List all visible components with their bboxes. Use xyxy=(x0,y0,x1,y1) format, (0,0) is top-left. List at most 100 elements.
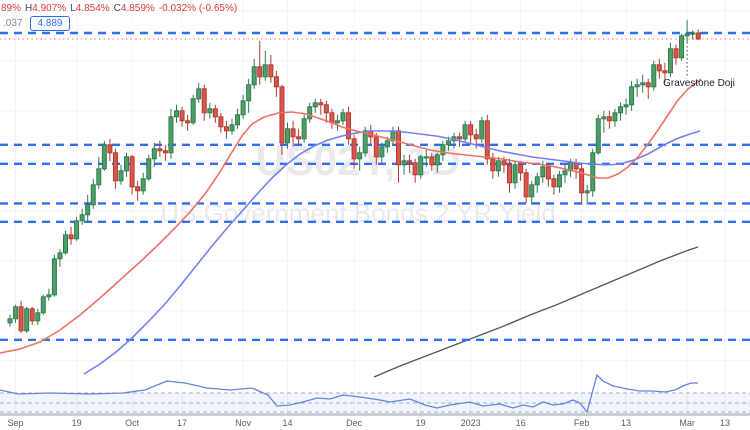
candle-body[interactable] xyxy=(357,152,363,160)
candle-body[interactable] xyxy=(606,116,612,122)
candle-body[interactable] xyxy=(590,152,596,192)
candle-body[interactable] xyxy=(429,156,435,166)
candle-body[interactable] xyxy=(457,136,463,140)
candle-body[interactable] xyxy=(518,164,524,174)
candle-body[interactable] xyxy=(168,116,174,154)
candle-body[interactable] xyxy=(695,32,701,40)
candle-body[interactable] xyxy=(124,156,130,172)
candle-body[interactable] xyxy=(351,138,357,160)
candle-body[interactable] xyxy=(296,136,302,140)
candle-body[interactable] xyxy=(162,150,168,154)
candle-body[interactable] xyxy=(362,130,368,154)
candle-body[interactable] xyxy=(412,162,418,176)
candle-body[interactable] xyxy=(196,88,202,100)
candle-body[interactable] xyxy=(301,118,307,140)
candle-body[interactable] xyxy=(618,106,623,114)
candle-body[interactable] xyxy=(384,140,390,148)
candle-body[interactable] xyxy=(279,86,285,144)
candle-body[interactable] xyxy=(107,144,113,154)
candle-body[interactable] xyxy=(529,184,535,198)
candle-body[interactable] xyxy=(35,312,41,322)
candle-body[interactable] xyxy=(74,220,80,240)
candle-body[interactable] xyxy=(656,64,662,72)
candle-body[interactable] xyxy=(540,166,546,178)
candle-body[interactable] xyxy=(96,168,102,186)
candle-body[interactable] xyxy=(151,148,157,160)
candle-body[interactable] xyxy=(290,128,296,138)
candle-body[interactable] xyxy=(129,156,135,188)
candle-body[interactable] xyxy=(396,130,401,166)
candle-body[interactable] xyxy=(601,116,607,120)
candle-body[interactable] xyxy=(118,170,124,182)
candle-body[interactable] xyxy=(90,184,96,206)
candle-body[interactable] xyxy=(379,146,385,158)
candle-body[interactable] xyxy=(257,66,263,78)
candle-body[interactable] xyxy=(190,98,196,124)
candle-body[interactable] xyxy=(667,48,673,74)
candle-body[interactable] xyxy=(312,102,318,108)
candle-body[interactable] xyxy=(185,120,191,124)
candle-body[interactable] xyxy=(46,294,52,298)
candle-body[interactable] xyxy=(40,296,46,314)
candle-body[interactable] xyxy=(13,306,19,320)
candle-body[interactable] xyxy=(423,156,429,159)
candle-body[interactable] xyxy=(79,214,85,222)
candle-body[interactable] xyxy=(268,64,274,78)
candle-body[interactable] xyxy=(556,174,562,188)
candle-body[interactable] xyxy=(174,110,179,118)
candle-body[interactable] xyxy=(662,70,668,74)
candle-body[interactable] xyxy=(346,112,352,140)
candle-body[interactable] xyxy=(251,66,257,86)
candle-body[interactable] xyxy=(473,134,479,140)
candle-body[interactable] xyxy=(285,128,290,144)
candle-body[interactable] xyxy=(207,108,213,114)
pane-separator[interactable] xyxy=(0,413,750,416)
candle-body[interactable] xyxy=(235,114,241,126)
candle-body[interactable] xyxy=(690,32,696,35)
candle-body[interactable] xyxy=(212,108,218,118)
candle-body[interactable] xyxy=(273,76,279,88)
candle-body[interactable] xyxy=(645,82,651,88)
candle-body[interactable] xyxy=(562,170,568,176)
candle-body[interactable] xyxy=(218,116,224,128)
candle-body[interactable] xyxy=(407,160,413,164)
candle-body[interactable] xyxy=(484,120,490,160)
candle-body[interactable] xyxy=(240,100,246,116)
candle-body[interactable] xyxy=(629,86,635,106)
candle-body[interactable] xyxy=(101,144,107,170)
candle-body[interactable] xyxy=(551,178,557,188)
candle-body[interactable] xyxy=(18,306,24,332)
level-price-label[interactable]: 4.889 xyxy=(30,16,70,31)
candle-body[interactable] xyxy=(534,176,540,186)
time-axis[interactable]: Sep 19 Oct 17 Nov 14 Dec 19 2023 16 Feb 13 Mar 13 xyxy=(0,416,750,430)
candle-body[interactable] xyxy=(29,308,35,322)
candle-body[interactable] xyxy=(579,168,585,194)
candle-body[interactable] xyxy=(157,148,163,152)
candle-body[interactable] xyxy=(523,172,529,198)
candle-body[interactable] xyxy=(440,144,446,156)
candle-body[interactable] xyxy=(512,164,518,184)
candle-body[interactable] xyxy=(584,190,590,194)
candle-body[interactable] xyxy=(673,48,679,59)
candle-body[interactable] xyxy=(146,158,152,180)
candle-body[interactable] xyxy=(612,112,618,122)
candle-body[interactable] xyxy=(135,186,141,192)
candle-body[interactable] xyxy=(318,102,324,106)
candle-body[interactable] xyxy=(373,136,379,158)
candle-body[interactable] xyxy=(468,124,474,136)
candle-body[interactable] xyxy=(640,82,646,86)
candle-body[interactable] xyxy=(85,204,91,216)
candle-body[interactable] xyxy=(490,158,496,172)
candle-body[interactable] xyxy=(68,234,74,240)
fast-ma-red-line[interactable] xyxy=(0,78,702,354)
candle-body[interactable] xyxy=(462,124,468,140)
candle-body[interactable] xyxy=(679,35,685,59)
candle-body[interactable] xyxy=(595,118,601,154)
candle-body[interactable] xyxy=(479,120,485,140)
candle-body[interactable] xyxy=(262,64,268,78)
candle-body[interactable] xyxy=(24,308,30,332)
candle-body[interactable] xyxy=(434,154,440,166)
candle-body[interactable] xyxy=(545,166,551,180)
candle-body[interactable] xyxy=(623,104,629,108)
